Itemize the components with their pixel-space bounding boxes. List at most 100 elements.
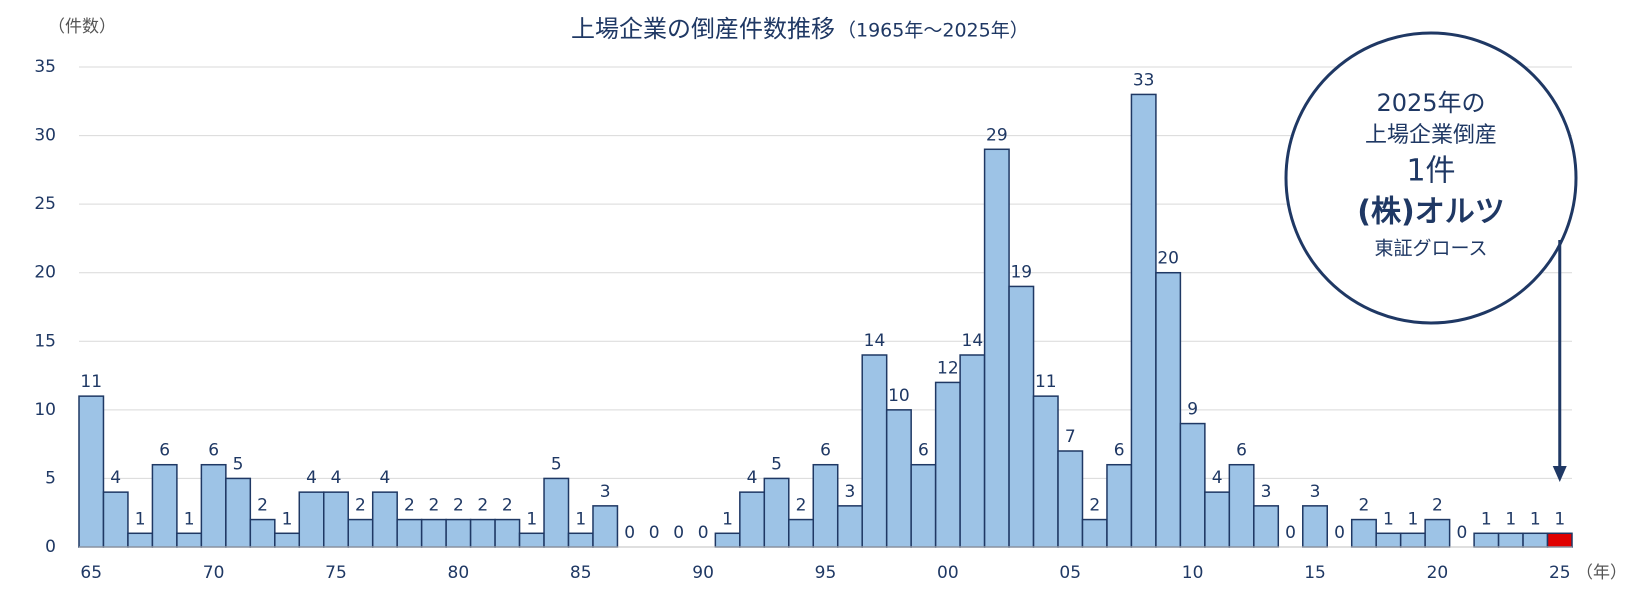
bar — [1155, 271, 1182, 548]
x-tick-label: 85 — [570, 563, 592, 583]
bar — [910, 463, 937, 548]
y-axis-label: （件数） — [48, 17, 116, 37]
bar — [861, 354, 888, 548]
value-label: 1 — [1407, 509, 1418, 529]
value-label: 1 — [575, 509, 586, 529]
value-label: 0 — [624, 523, 635, 543]
value-label: 1 — [1554, 509, 1565, 529]
value-label: 4 — [380, 468, 391, 488]
value-label: 6 — [918, 441, 929, 461]
value-label: 0 — [673, 523, 684, 543]
bar — [249, 518, 276, 548]
bar — [1546, 532, 1573, 548]
bar — [225, 477, 252, 548]
value-label: 6 — [1236, 441, 1247, 461]
y-tick-label: 20 — [34, 263, 56, 283]
value-label: 4 — [110, 468, 121, 488]
x-tick-label: 80 — [448, 563, 470, 583]
value-label: 11 — [1035, 372, 1057, 392]
bar — [567, 532, 594, 548]
x-tick-label: 95 — [815, 563, 837, 583]
bar — [518, 532, 545, 548]
value-label: 0 — [1456, 523, 1467, 543]
value-label: 6 — [1114, 441, 1125, 461]
value-label: 11 — [80, 372, 102, 392]
value-label: 5 — [551, 454, 562, 474]
x-tick-label: 90 — [692, 563, 714, 583]
value-label: 2 — [355, 496, 366, 516]
bar — [812, 463, 839, 548]
y-tick-label: 35 — [34, 57, 56, 77]
x-tick-label: 75 — [325, 563, 347, 583]
value-label: 1 — [1505, 509, 1516, 529]
bar — [102, 491, 129, 548]
value-label: 14 — [864, 331, 886, 351]
bar — [469, 518, 496, 548]
bar — [151, 463, 178, 548]
bar — [1399, 532, 1426, 548]
bar — [1106, 463, 1133, 548]
value-label: 4 — [1212, 468, 1223, 488]
value-label: 2 — [502, 496, 513, 516]
value-label: 5 — [233, 454, 244, 474]
x-tick-label: 10 — [1182, 563, 1204, 583]
bar — [1081, 518, 1108, 548]
bar — [983, 148, 1010, 548]
bar — [1008, 285, 1035, 548]
y-tick-label: 30 — [34, 126, 56, 146]
annotation-text: (株)オルツ — [1357, 195, 1504, 230]
bar — [347, 518, 374, 548]
bar — [1204, 491, 1231, 548]
bar — [739, 491, 766, 548]
value-label: 6 — [208, 441, 219, 461]
bar — [127, 532, 154, 548]
x-tick-label: 00 — [937, 563, 959, 583]
x-tick-label: 25 — [1549, 563, 1571, 583]
value-label: 1 — [282, 509, 293, 529]
annotation-text: 東証グロース — [1374, 238, 1487, 260]
value-label: 2 — [453, 496, 464, 516]
value-label: 0 — [649, 523, 660, 543]
value-label: 2 — [257, 496, 268, 516]
value-label: 4 — [331, 468, 342, 488]
value-label: 3 — [1310, 482, 1321, 502]
bar — [543, 477, 570, 548]
value-label: 1 — [1481, 509, 1492, 529]
bar — [885, 409, 912, 548]
value-label: 0 — [1285, 523, 1296, 543]
bar — [323, 491, 349, 548]
bar — [714, 532, 741, 548]
value-label: 4 — [306, 468, 317, 488]
value-label: 3 — [600, 482, 611, 502]
value-label: 2 — [477, 496, 488, 516]
value-label: 1 — [526, 509, 537, 529]
value-label: 3 — [1261, 482, 1272, 502]
value-label: 7 — [1065, 427, 1076, 447]
bar — [1424, 518, 1451, 548]
value-label: 0 — [698, 523, 709, 543]
annotation-text: 2025年の — [1376, 89, 1485, 117]
bar — [1228, 463, 1255, 548]
bar — [200, 463, 227, 548]
value-label: 14 — [962, 331, 984, 351]
bar — [298, 491, 325, 548]
bar — [1130, 93, 1157, 548]
bar — [1253, 505, 1280, 548]
bar — [274, 532, 301, 548]
bar — [420, 518, 447, 548]
value-label: 1 — [184, 509, 195, 529]
value-label: 20 — [1157, 249, 1179, 269]
bar — [592, 505, 619, 548]
value-label: 2 — [1089, 496, 1100, 516]
y-tick-label: 10 — [34, 400, 56, 420]
x-tick-label: 15 — [1304, 563, 1326, 583]
bar — [1057, 450, 1084, 548]
value-label: 12 — [937, 358, 959, 378]
x-tick-label: 65 — [80, 563, 102, 583]
y-tick-label: 15 — [34, 331, 56, 351]
value-label: 1 — [1383, 509, 1394, 529]
bar — [1032, 395, 1059, 548]
x-tick-label: 20 — [1427, 563, 1449, 583]
y-tick-label: 5 — [45, 468, 56, 488]
